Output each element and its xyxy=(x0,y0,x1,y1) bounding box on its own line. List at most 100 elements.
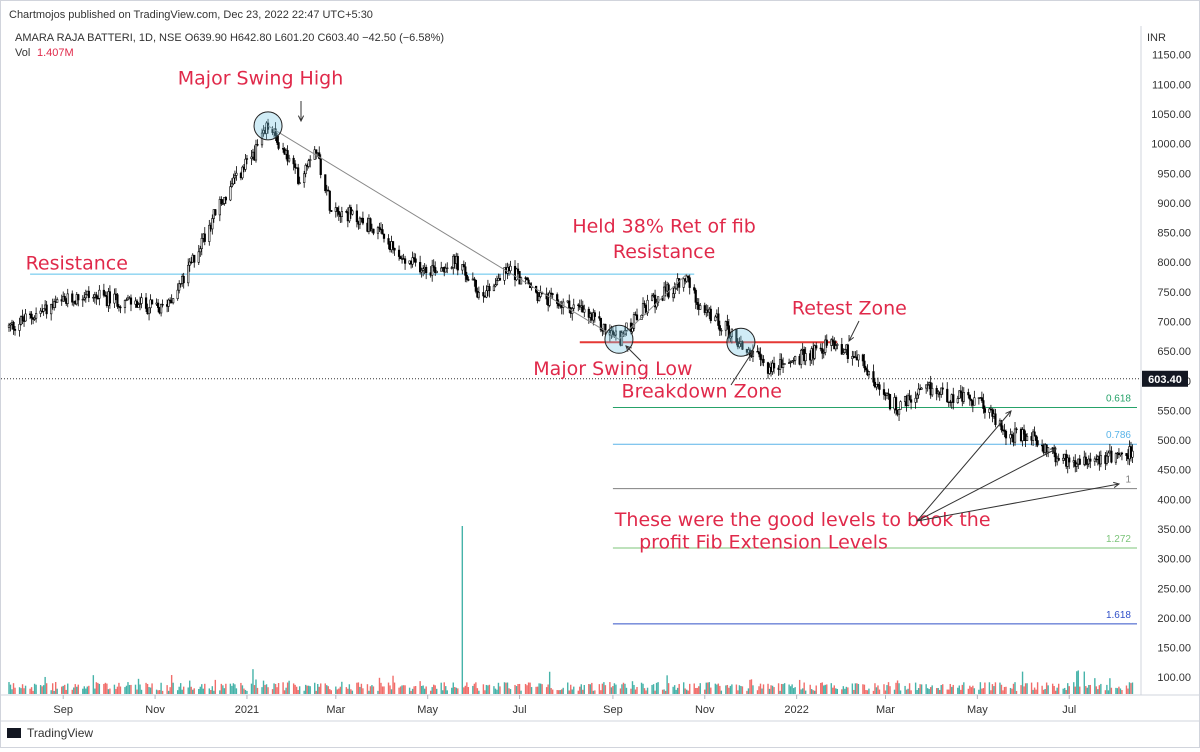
volume-bar xyxy=(201,684,203,694)
volume-bar xyxy=(738,685,741,694)
candle-body xyxy=(233,175,237,179)
candle-body xyxy=(440,267,443,272)
volume-bar xyxy=(1047,685,1049,694)
volume-bar xyxy=(61,686,63,694)
candle-body xyxy=(474,279,477,292)
volume-bar xyxy=(137,678,140,694)
y-tick-label: 800.00 xyxy=(1157,257,1191,269)
volume-bar xyxy=(98,683,101,694)
annotation-text: These were the good levels to book the xyxy=(614,509,991,531)
volume-bar xyxy=(978,689,980,694)
volume-bar xyxy=(851,683,854,694)
candle-body xyxy=(726,321,729,327)
volume-bar xyxy=(994,682,997,694)
volume-bar xyxy=(853,689,855,694)
volume-bar xyxy=(561,689,563,694)
last-price-label: 603.40 xyxy=(1148,374,1182,386)
volume-bar xyxy=(23,688,25,694)
volume-bar xyxy=(728,687,730,694)
volume-bar xyxy=(887,682,890,694)
volume-bar xyxy=(32,690,34,694)
candle-body xyxy=(199,248,202,253)
volume-bar xyxy=(908,683,911,694)
volume-bar xyxy=(984,682,986,694)
currency-label: INR xyxy=(1147,32,1166,44)
candle-body xyxy=(1022,429,1026,435)
volume-bar xyxy=(750,679,753,694)
candle-body xyxy=(307,160,310,167)
volume-bar xyxy=(539,683,542,694)
candle-body xyxy=(789,361,792,364)
volume-bar xyxy=(1035,689,1037,694)
volume-bar xyxy=(1077,670,1079,694)
volume-bar xyxy=(1033,687,1036,694)
volume-bar xyxy=(714,683,717,694)
candle-body xyxy=(482,292,485,297)
volume-bar xyxy=(383,686,385,694)
volume-bar xyxy=(298,686,301,694)
volume-bar xyxy=(1024,683,1027,694)
volume-bar xyxy=(210,690,212,694)
volume-bar xyxy=(199,686,201,694)
volume-bar xyxy=(95,682,98,694)
volume-bar xyxy=(1030,682,1033,694)
candle-body xyxy=(882,389,886,395)
candle-body xyxy=(21,316,24,321)
volume-bar xyxy=(181,689,183,694)
volume-bar xyxy=(886,685,888,694)
volume-bar xyxy=(1131,682,1134,694)
volume-bar xyxy=(812,690,814,694)
candle-body xyxy=(235,172,238,176)
candle-body xyxy=(825,339,828,346)
volume-bar xyxy=(898,683,900,694)
volume-bar xyxy=(250,683,253,694)
volume-bar xyxy=(419,681,421,694)
volume-bar xyxy=(963,682,965,694)
volume-bar xyxy=(487,685,489,694)
volume-bar xyxy=(389,685,391,694)
volume-bar xyxy=(562,687,564,694)
volume-bar xyxy=(485,684,488,694)
candle-body xyxy=(861,354,865,362)
volume-bar xyxy=(220,683,223,694)
annotation-text: Breakdown Zone xyxy=(622,380,782,402)
candle-body xyxy=(925,384,928,389)
candle-body xyxy=(319,158,322,175)
volume-bar xyxy=(372,686,375,694)
y-tick-label: 1050.00 xyxy=(1151,109,1191,121)
candle-body xyxy=(391,241,395,249)
volume-bar xyxy=(592,690,595,694)
candle-body xyxy=(214,209,217,216)
volume-bar xyxy=(814,690,816,694)
candle-body xyxy=(188,261,191,266)
volume-bar xyxy=(1104,690,1107,694)
volume-bar xyxy=(770,685,772,694)
candle-body xyxy=(42,308,45,312)
tradingview-logo[interactable]: TradingView xyxy=(7,726,93,740)
candle-body xyxy=(434,267,437,273)
candle-body xyxy=(875,383,878,388)
volume-bar xyxy=(170,675,173,694)
candle-body xyxy=(393,247,396,251)
candle-body xyxy=(1107,452,1110,457)
volume-bar xyxy=(804,690,807,694)
candle-body xyxy=(959,390,962,394)
candle-body xyxy=(551,293,554,295)
candle-body xyxy=(330,210,333,212)
candle-body xyxy=(899,401,902,410)
candle-body xyxy=(488,286,491,292)
candle-body xyxy=(144,297,148,309)
volume-bar xyxy=(369,686,372,694)
volume-bar xyxy=(972,685,974,694)
volume-bar xyxy=(338,688,340,694)
candle-body xyxy=(336,207,339,212)
volume-bar xyxy=(737,690,739,694)
candle-body xyxy=(345,211,348,213)
candle-body xyxy=(425,266,428,273)
candle-body xyxy=(309,159,312,162)
volume-bar xyxy=(1026,683,1028,694)
volume-bar xyxy=(45,683,48,694)
annotation-text: Resistance xyxy=(26,252,128,274)
volume-bar xyxy=(387,682,390,694)
